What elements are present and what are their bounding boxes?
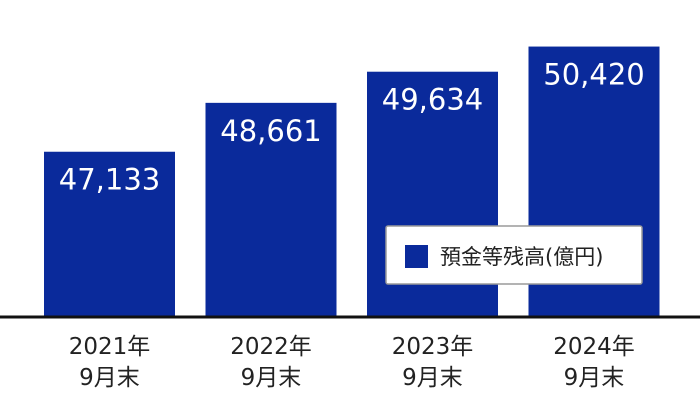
bar-value-label-2: 48,661 bbox=[220, 114, 321, 148]
legend-box bbox=[385, 225, 643, 285]
bar-1 bbox=[44, 151, 175, 316]
legend-label: 預金等残高(億円) bbox=[440, 245, 603, 269]
category-label-4-year: 2024年 bbox=[553, 334, 635, 360]
category-label-3-year: 2023年 bbox=[392, 334, 474, 360]
bar-value-label-3: 49,634 bbox=[382, 83, 483, 117]
legend: 預金等残高(億円) bbox=[385, 225, 643, 285]
bar-2 bbox=[205, 102, 337, 317]
category-label-4-period: 9月末 bbox=[564, 365, 625, 391]
bar-value-label-1: 47,133 bbox=[59, 163, 160, 197]
category-label-2-year: 2022年 bbox=[230, 334, 312, 360]
category-label-1-year: 2021年 bbox=[69, 334, 151, 360]
legend-swatch bbox=[405, 245, 428, 268]
bar-value-label-4: 50,420 bbox=[543, 58, 644, 92]
category-label-1-period: 9月末 bbox=[79, 365, 140, 391]
category-label-2-period: 9月末 bbox=[241, 365, 302, 391]
category-labels-layer: 2021年 9月末 2022年 9月末 2023年 9月末 2024年 9月末 bbox=[69, 334, 635, 391]
category-label-3-period: 9月末 bbox=[402, 365, 463, 391]
